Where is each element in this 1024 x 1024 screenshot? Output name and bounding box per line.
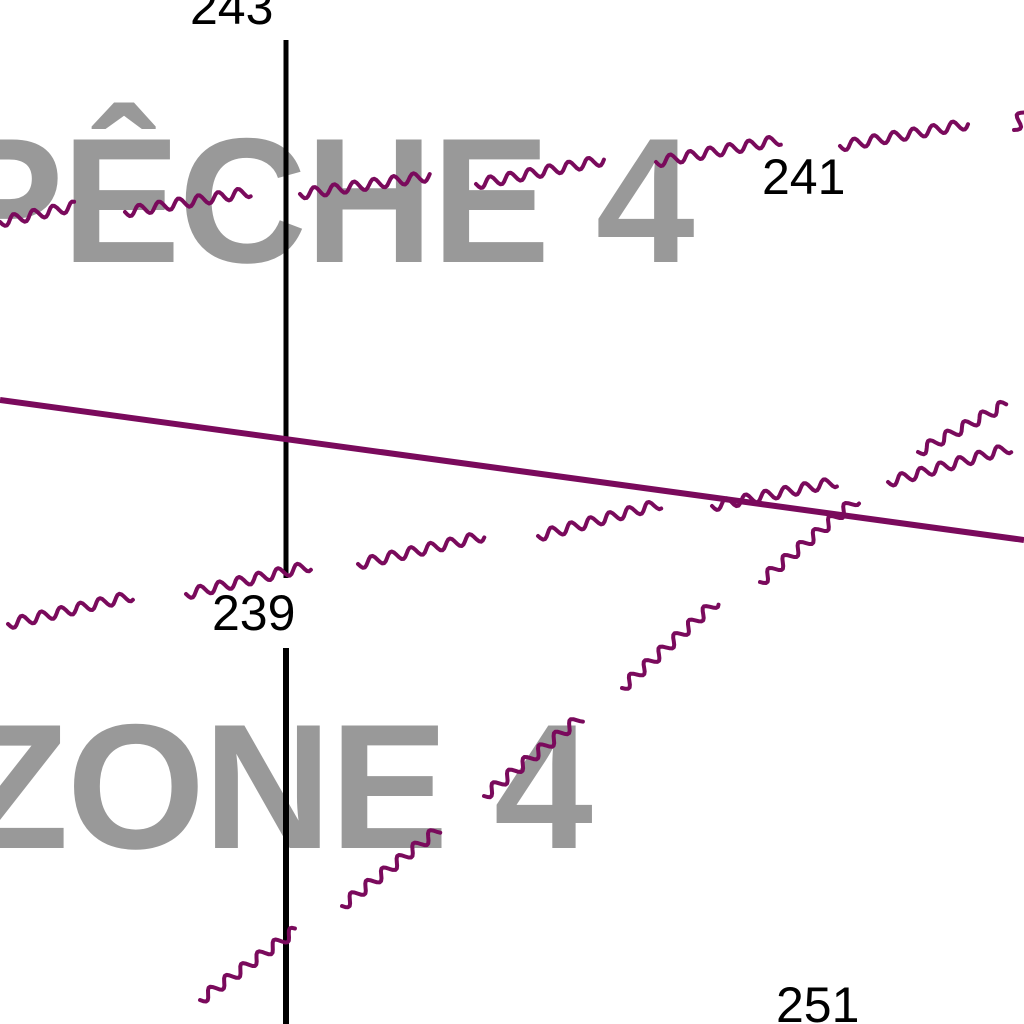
wavy-boundary-segment	[6, 591, 135, 630]
zone-label-peche: PÊCHE 4	[0, 101, 695, 300]
wavy-boundary-segment	[184, 561, 313, 600]
wavy-boundary-segment	[758, 501, 861, 585]
wavy-boundary-segment	[340, 828, 443, 910]
wavy-boundary-segment	[710, 477, 839, 512]
wavy-boundary-segment	[916, 399, 1009, 457]
depth-label-243: 243	[190, 0, 273, 35]
depth-label-241: 241	[762, 149, 845, 205]
wavy-boundary-segment	[356, 532, 487, 570]
wavy-boundary-segment	[123, 187, 253, 219]
depth-label-251: 251	[776, 977, 859, 1024]
wavy-boundary-segment	[654, 135, 783, 168]
wavy-boundary-segment	[198, 925, 297, 1004]
wavy-boundary-segment	[298, 171, 432, 201]
wavy-boundary-segment	[620, 602, 721, 691]
depth-label-239: 239	[212, 585, 295, 641]
boundary-line	[0, 397, 1024, 543]
wavy-boundaries	[0, 110, 1024, 1004]
wavy-boundary-segment	[482, 717, 585, 800]
wavy-boundary-segment	[1012, 110, 1024, 132]
zone-label-zone: ZONE 4	[0, 687, 593, 886]
wavy-boundary-segment	[838, 119, 970, 152]
wavy-boundary-segment	[536, 500, 664, 542]
wavy-boundary-segment	[0, 199, 77, 228]
wavy-boundary-segment	[886, 444, 1014, 488]
wavy-boundary-segment	[474, 156, 606, 190]
